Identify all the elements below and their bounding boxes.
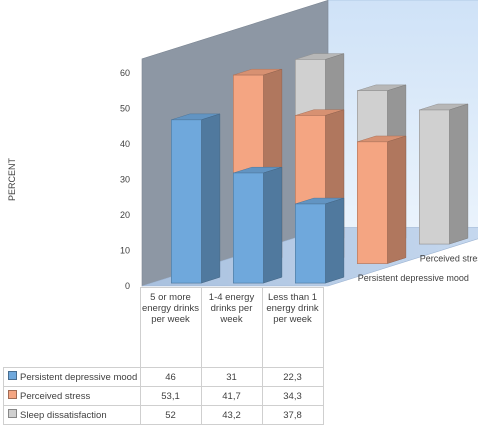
category-label: 5 or more energy drinks per week bbox=[139, 287, 202, 368]
legend-entry: Sleep dissatisfaction bbox=[3, 405, 141, 425]
bar-side bbox=[263, 166, 283, 284]
data-cell: 37,8 bbox=[261, 405, 324, 425]
y-tick-label: 40 bbox=[120, 139, 130, 149]
data-cell: 31 bbox=[200, 367, 263, 387]
data-cell: 22,3 bbox=[261, 367, 324, 387]
legend-swatch bbox=[8, 409, 17, 418]
legend-swatch bbox=[8, 390, 17, 399]
y-tick-label: 60 bbox=[120, 68, 130, 78]
depth-axis-label: Persistent depressive mood bbox=[358, 273, 469, 283]
data-cell: 43,2 bbox=[200, 405, 263, 425]
legend-entry: Perceived stress bbox=[3, 386, 141, 406]
bar bbox=[356, 141, 388, 264]
y-axis-title: PERCENT bbox=[7, 157, 17, 201]
data-table: 5 or more energy drinks per week 1-4 ene… bbox=[3, 287, 324, 425]
bar bbox=[294, 203, 326, 284]
category-label: Less than 1 energy drink per week bbox=[261, 287, 324, 368]
data-table-header-row: 5 or more energy drinks per week 1-4 ene… bbox=[3, 287, 324, 368]
y-tick-label: 50 bbox=[120, 104, 130, 114]
bar bbox=[233, 172, 264, 284]
data-cell: 46 bbox=[139, 367, 202, 387]
data-cell: 53,1 bbox=[139, 386, 202, 406]
table-row: Perceived stress 53,1 41,7 34,3 bbox=[3, 386, 324, 406]
category-label: 1-4 energy drinks per week bbox=[200, 287, 263, 368]
bar-side bbox=[387, 135, 407, 264]
bar bbox=[171, 119, 202, 284]
table-row: Persistent depressive mood 46 31 22,3 bbox=[3, 367, 324, 387]
legend-swatch bbox=[8, 371, 17, 380]
bar-side bbox=[325, 197, 345, 284]
data-cell: 52 bbox=[139, 405, 202, 425]
depth-axis-label: Perceived stress bbox=[420, 254, 478, 264]
bar-side bbox=[201, 113, 221, 284]
y-tick-label: 0 bbox=[125, 281, 130, 291]
data-cell: 34,3 bbox=[261, 386, 324, 406]
y-tick-label: 30 bbox=[120, 175, 130, 185]
y-tick-label: 10 bbox=[120, 246, 130, 256]
table-row: Sleep dissatisfaction 52 43,2 37,8 bbox=[3, 405, 324, 425]
data-cell: 41,7 bbox=[200, 386, 263, 406]
legend-entry: Persistent depressive mood bbox=[3, 367, 141, 387]
y-tick-label: 20 bbox=[120, 210, 130, 220]
bar-side bbox=[449, 103, 469, 245]
bar bbox=[418, 109, 450, 245]
